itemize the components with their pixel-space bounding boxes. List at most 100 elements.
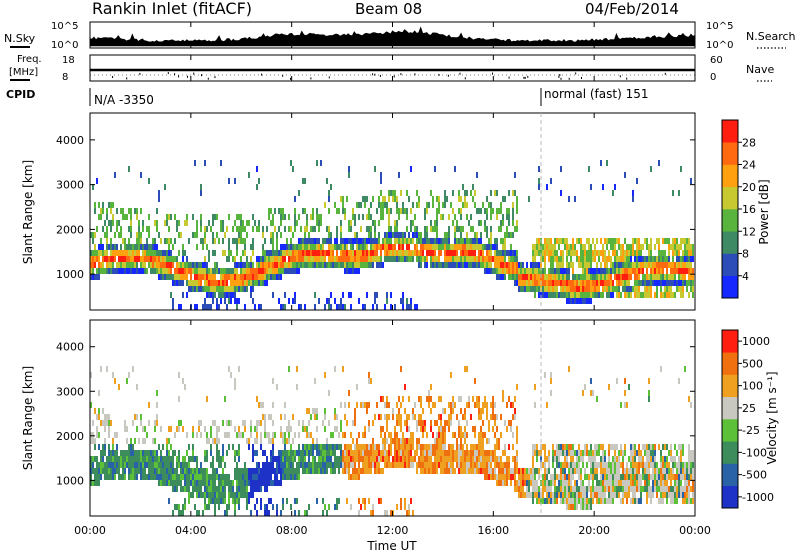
heatmap-cell	[642, 268, 644, 274]
heatmap-cell	[684, 244, 686, 250]
heatmap-cell	[136, 256, 138, 262]
heatmap-cell	[476, 396, 478, 402]
heatmap-cell	[282, 262, 284, 268]
heatmap-cell	[640, 268, 642, 274]
heatmap-cell	[478, 450, 480, 456]
heatmap-cell	[646, 480, 648, 486]
heatmap-cell	[686, 486, 688, 492]
heatmap-cell	[566, 474, 568, 480]
heatmap-cell	[536, 480, 538, 486]
heatmap-cell	[122, 238, 124, 244]
heatmap-cell	[646, 456, 648, 462]
heatmap-cell	[688, 262, 690, 268]
heatmap-cell	[498, 268, 500, 274]
nsky-label: N.Sky	[4, 32, 36, 45]
heatmap-cell	[156, 462, 158, 468]
heatmap-cell	[312, 226, 314, 232]
heatmap-cell	[176, 274, 178, 280]
heatmap-cell	[504, 450, 506, 456]
heatmap-cell	[246, 504, 248, 510]
heatmap-cell	[130, 214, 132, 220]
heatmap-cell	[130, 262, 132, 268]
heatmap-cell	[324, 408, 326, 414]
heatmap-cell	[646, 492, 648, 498]
heatmap-cell	[368, 232, 370, 238]
heatmap-cell	[626, 480, 628, 486]
heatmap-cell	[300, 450, 302, 456]
heatmap-cell	[552, 244, 554, 250]
heatmap-cell	[474, 238, 476, 244]
heatmap-cell	[168, 480, 170, 486]
heatmap-cell	[382, 396, 384, 402]
heatmap-cell	[386, 244, 388, 250]
heatmap-cell	[606, 238, 608, 244]
heatmap-cell	[590, 268, 592, 274]
heatmap-cell	[482, 444, 484, 450]
heatmap-cell	[652, 474, 654, 480]
heatmap-cell	[168, 256, 170, 262]
heatmap-cell	[562, 468, 564, 474]
heatmap-cell	[278, 226, 280, 232]
heatmap-cell	[204, 268, 206, 274]
heatmap-cell	[282, 250, 284, 256]
heatmap-cell	[408, 444, 410, 450]
heatmap-cell	[122, 268, 124, 274]
heatmap-cell	[162, 456, 164, 462]
heatmap-cell	[528, 280, 530, 286]
heatmap-cell	[302, 208, 304, 214]
colorbar-swatch	[722, 352, 738, 375]
heatmap-cell	[514, 226, 516, 232]
heatmap-cell	[96, 226, 98, 232]
heatmap-cell	[584, 268, 586, 274]
heatmap-cell	[230, 372, 232, 378]
heatmap-cell	[302, 456, 304, 462]
heatmap-cell	[220, 492, 222, 498]
heatmap-cell	[600, 238, 602, 244]
heatmap-cell	[240, 262, 242, 268]
heatmap-cell	[612, 286, 614, 292]
heatmap-cell	[574, 196, 576, 202]
heatmap-cell	[244, 474, 246, 480]
heatmap-cell	[290, 444, 292, 450]
heatmap-cell	[594, 286, 596, 292]
heatmap-cell	[412, 438, 414, 444]
heatmap-cell	[334, 456, 336, 462]
heatmap-cell	[650, 280, 652, 286]
heatmap-cell	[258, 220, 260, 226]
heatmap-cell	[360, 450, 362, 456]
heatmap-cell	[144, 456, 146, 462]
heatmap-cell	[490, 238, 492, 244]
heatmap-cell	[506, 456, 508, 462]
heatmap-cell	[684, 480, 686, 486]
heatmap-cell	[438, 250, 440, 256]
heatmap-cell	[148, 262, 150, 268]
heatmap-cell	[404, 462, 406, 468]
heatmap-cell	[558, 262, 560, 268]
heatmap-cell	[174, 486, 176, 492]
heatmap-cell	[338, 244, 340, 250]
heatmap-cell	[306, 262, 308, 268]
heatmap-cell	[298, 214, 300, 220]
heatmap-cell	[644, 238, 646, 244]
heatmap-cell	[396, 432, 398, 438]
heatmap-cell	[114, 268, 116, 274]
heatmap-cell	[204, 492, 206, 498]
heatmap-cell	[460, 232, 462, 238]
heatmap-cell	[600, 160, 602, 166]
heatmap-cell	[604, 238, 606, 244]
heatmap-cell	[386, 420, 388, 426]
heatmap-cell	[608, 292, 610, 298]
heatmap-cell	[426, 468, 428, 474]
heatmap-cell	[454, 450, 456, 456]
heatmap-cell	[456, 456, 458, 462]
heatmap-cell	[436, 262, 438, 268]
heatmap-cell	[672, 262, 674, 268]
heatmap-cell	[264, 250, 266, 256]
heatmap-cell	[300, 226, 302, 232]
nave-dot	[329, 76, 330, 78]
heatmap-cell	[586, 280, 588, 286]
heatmap-cell	[222, 238, 224, 244]
heatmap-cell	[482, 420, 484, 426]
heatmap-cell	[108, 244, 110, 250]
heatmap-cell	[652, 450, 654, 456]
